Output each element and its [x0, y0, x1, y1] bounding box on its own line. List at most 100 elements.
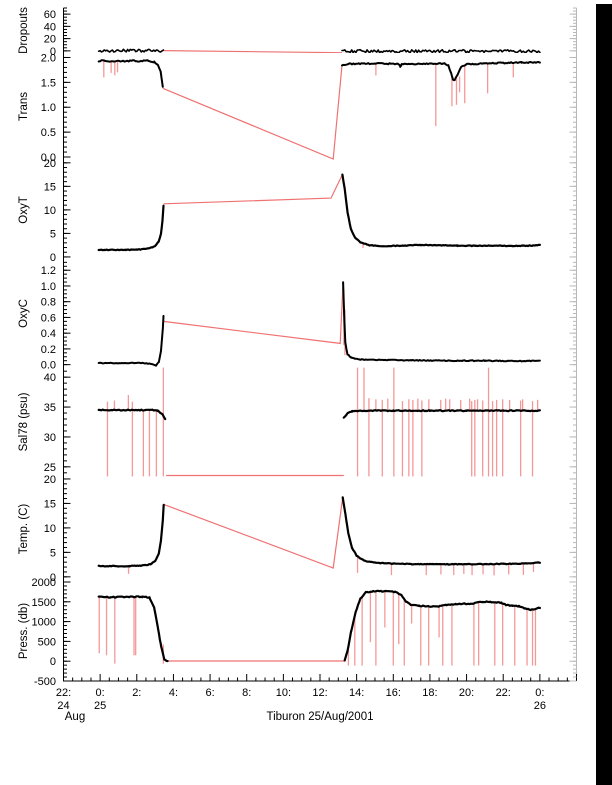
data-series	[97, 408, 167, 421]
data-series	[97, 503, 165, 568]
y-tick-label: 1.5	[41, 77, 56, 89]
x-tick-label: 0:	[96, 687, 105, 699]
y-tick-label: 0	[50, 252, 56, 264]
x-tick-label: 2:	[132, 687, 141, 699]
y-tick-label: 60	[44, 9, 56, 21]
y-ticks: 0.0 0.2 0.4 0.6 0.8 1.0 1.2	[41, 261, 577, 372]
data-series	[97, 59, 164, 88]
y-tick-label: 500	[38, 636, 56, 648]
y-tick-label: 1.0	[41, 102, 56, 114]
y-tick-label: 25	[44, 462, 56, 474]
flagged-line	[163, 497, 344, 569]
y-tick-label: 5	[50, 547, 56, 559]
month-label: Aug	[64, 711, 86, 723]
x-tick-label: 20:	[459, 687, 474, 699]
y-tick-label: 20	[44, 474, 56, 486]
y-tick-label: 30	[44, 432, 56, 444]
right-edge-bar	[596, 4, 612, 785]
y-ticks: 25 30 35 40	[44, 370, 577, 474]
y-tick-label: 10	[44, 205, 56, 217]
data-series	[97, 48, 165, 53]
data-series	[342, 281, 541, 363]
y-tick-label: 20	[44, 34, 56, 46]
y-tick-label: 1.0	[41, 281, 56, 293]
y-tick-label: 2000	[32, 577, 56, 589]
y-tick-label: 2.0	[41, 52, 56, 64]
data-series	[343, 589, 542, 662]
panel-data	[97, 173, 542, 252]
y-axis-title: Temp. (C)	[18, 504, 30, 555]
y-tick-label: 1.2	[41, 265, 56, 277]
data-series	[341, 173, 542, 248]
flagged-line	[163, 281, 344, 345]
panel-data	[97, 48, 541, 53]
y-tick-label: 0	[50, 656, 56, 668]
y-axis-title: Trans	[18, 92, 30, 121]
y-tick-label: 0	[50, 572, 56, 584]
y-axis-title: Sal78 (psu)	[18, 392, 30, 451]
panel-trans: 0.0 0.5 1.0 1.5 2.0 Trans	[18, 52, 577, 164]
data-series	[97, 595, 169, 663]
x-tick-label: 22:	[56, 687, 71, 699]
y-tick-label: 1500	[32, 597, 56, 609]
x-tick-label: 12:	[312, 687, 327, 699]
x-tick-label: 4:	[169, 687, 178, 699]
y-tick-label: 0.6	[41, 312, 56, 324]
panel-data	[97, 59, 541, 160]
y-tick-label: 15	[44, 498, 56, 510]
panel-data	[97, 367, 542, 477]
y-tick-label: 15	[44, 181, 56, 193]
y-tick-label: -500	[34, 676, 56, 688]
panel-press-db: -500 0 500 1000 1500 2000 Press. (db)	[18, 577, 577, 688]
flagged-line	[163, 174, 343, 205]
chart-title: Tiburon 25/Aug/2001	[266, 711, 374, 723]
y-tick-label: 0.2	[41, 344, 56, 356]
x-tick-label: 6:	[205, 687, 214, 699]
y-tick-label: 35	[44, 402, 56, 414]
data-series	[341, 48, 541, 53]
y-tick-label: 0	[50, 46, 56, 58]
y-ticks: 0.0 0.5 1.0 1.5 2.0	[41, 52, 577, 164]
x-tick-label: 10:	[276, 687, 291, 699]
y-tick-label: 0.5	[41, 127, 56, 139]
flagged-line	[162, 65, 343, 160]
y-tick-label: 5	[50, 228, 56, 240]
x-tick-label: 22:	[496, 687, 511, 699]
y-tick-label: 0.4	[41, 328, 56, 340]
x-tick-label: 16:	[386, 687, 401, 699]
y-ticks: 0 5 10 15 20	[44, 474, 577, 584]
y-tick-label: 0.0	[41, 360, 56, 372]
y-tick-label: 0.8	[41, 297, 56, 309]
y-tick-label: 20	[44, 158, 56, 170]
panel-oxyt: 0 5 10 15 20 OxyT	[18, 158, 577, 264]
data-series	[342, 409, 542, 419]
y-tick-label: 1000	[32, 617, 56, 629]
x-tick-label: 18:	[422, 687, 437, 699]
x-tick-label: 8:	[242, 687, 251, 699]
day-label: 26	[534, 700, 546, 712]
data-series	[341, 496, 542, 566]
x-axis: 22: 0: 2: 4: 6: 8: 10: 12: 14: 16: 18: 20: 22: 0: 24 25…	[56, 674, 577, 712]
x-tick-label: 0:	[535, 687, 544, 699]
panel-oxyc: 0.0 0.2 0.4 0.6 0.8 1.0 1.2 OxyC	[18, 261, 577, 372]
y-ticks: -500 0 500 1000 1500 2000	[32, 577, 577, 688]
panel-data	[97, 496, 542, 576]
y-axis-title: Dropouts	[18, 7, 30, 54]
day-label: 24	[57, 700, 69, 712]
flagged-line	[163, 50, 343, 53]
panel-data	[97, 281, 541, 367]
data-series	[97, 204, 165, 252]
day-label: 25	[94, 700, 106, 712]
data-series	[341, 61, 541, 82]
y-tick-label: 40	[44, 372, 56, 384]
y-axis-title: OxyC	[18, 299, 30, 328]
y-axis-title: OxyT	[18, 196, 30, 223]
y-axis-title: Press. (db)	[18, 603, 30, 659]
y-ticks: 0 5 10 15 20	[44, 158, 577, 264]
panel-temp-c: 0 5 10 15 20 Temp. (C)	[18, 474, 577, 584]
y-tick-label: 40	[44, 21, 56, 33]
y-tick-label: 10	[44, 523, 56, 535]
